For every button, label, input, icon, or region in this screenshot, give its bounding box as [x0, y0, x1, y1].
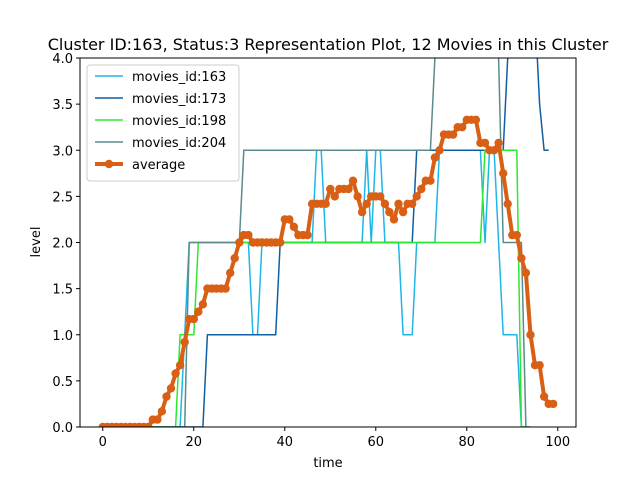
- series-line-0: [102, 149, 526, 427]
- average-point: [175, 361, 185, 370]
- y-tick-label: 3.0: [52, 144, 73, 159]
- average-point: [426, 176, 435, 185]
- legend-entry: movies_id:173: [132, 92, 226, 107]
- average-point: [235, 238, 244, 247]
- average-point: [430, 153, 440, 162]
- average-point: [180, 337, 189, 347]
- chart-title: Cluster ID:163, Status:3 Representation …: [48, 35, 609, 54]
- average-point: [412, 192, 421, 201]
- average-point: [330, 192, 339, 201]
- average-point: [503, 199, 512, 208]
- average-point: [494, 138, 503, 148]
- legend: movies_id:163 movies_id:173 movies_id:198m…: [86, 64, 240, 182]
- x-tick-label: 20: [185, 435, 202, 450]
- average-point: [166, 384, 176, 393]
- average-point: [435, 146, 444, 155]
- average-point: [448, 130, 458, 139]
- legend-entry: average: [132, 158, 185, 173]
- average-point: [348, 176, 358, 185]
- average-point: [221, 284, 230, 293]
- average-point: [157, 407, 167, 416]
- average-point: [535, 361, 544, 370]
- average-point: [144, 422, 153, 427]
- x-tick-label: 0: [99, 435, 107, 450]
- average-point: [458, 123, 467, 132]
- average-point: [389, 215, 399, 224]
- y-tick-label: 0.0: [52, 421, 73, 436]
- average-point: [512, 230, 521, 240]
- x-tick-label: 100: [545, 435, 570, 450]
- average-point: [489, 146, 499, 155]
- x-tick-label: 40: [276, 435, 293, 450]
- y-tick-label: 2.5: [52, 190, 73, 205]
- x-axis-label: time: [313, 456, 342, 471]
- average-point: [285, 215, 294, 224]
- average-point: [471, 115, 481, 125]
- average-point: [517, 254, 526, 263]
- y-axis-ticks: 0.0 0.5 1.0 1.5 2.0 2.5 3.0 3.5 4.0: [52, 52, 80, 436]
- x-tick-label: 60: [368, 435, 385, 450]
- average-point: [408, 199, 417, 208]
- y-tick-label: 1.5: [52, 283, 73, 298]
- average-point: [162, 392, 171, 401]
- series-line-4: [102, 117, 554, 427]
- x-axis-ticks: 0 20 40 60 80 100: [99, 427, 570, 450]
- x-tick-label: 80: [459, 435, 476, 450]
- average-point: [353, 192, 362, 201]
- average-point: [380, 199, 390, 208]
- series-layer: [98, 58, 558, 427]
- average-point: [362, 199, 371, 208]
- series-line-2: [102, 149, 526, 427]
- average-point: [326, 184, 335, 194]
- average-point: [398, 207, 408, 217]
- average-point: [289, 222, 299, 231]
- legend-box: [86, 64, 240, 182]
- average-point: [526, 330, 535, 339]
- average-point: [499, 169, 508, 178]
- average-point: [194, 307, 203, 316]
- average-point: [171, 369, 180, 378]
- y-tick-label: 2.0: [52, 237, 73, 252]
- average-point: [357, 207, 367, 217]
- average-point: [189, 314, 198, 324]
- average-point: [276, 238, 285, 247]
- legend-marker: [104, 159, 114, 169]
- average-point: [394, 199, 403, 208]
- average-point: [303, 230, 312, 240]
- average-point: [480, 138, 490, 148]
- average-point: [376, 192, 385, 201]
- average-point: [385, 207, 394, 217]
- average-point: [417, 184, 426, 194]
- average-point: [549, 399, 558, 409]
- y-axis-label: level: [29, 227, 44, 258]
- y-tick-label: 0.5: [52, 375, 73, 390]
- average-point: [244, 230, 253, 240]
- legend-entry: movies_id:198: [132, 114, 226, 129]
- average-point: [153, 415, 162, 424]
- y-tick-label: 4.0: [52, 52, 73, 67]
- legend-entry: movies_id:163: [132, 70, 226, 85]
- y-tick-label: 1.0: [52, 329, 73, 344]
- average-point: [226, 268, 235, 278]
- average-point: [321, 199, 330, 208]
- average-point: [230, 254, 239, 263]
- average-point: [521, 268, 531, 278]
- legend-entry: movies_id:204: [132, 136, 226, 151]
- average-point: [198, 300, 208, 309]
- average-point: [539, 392, 549, 401]
- average-point: [344, 184, 353, 194]
- y-tick-label: 3.5: [52, 98, 73, 113]
